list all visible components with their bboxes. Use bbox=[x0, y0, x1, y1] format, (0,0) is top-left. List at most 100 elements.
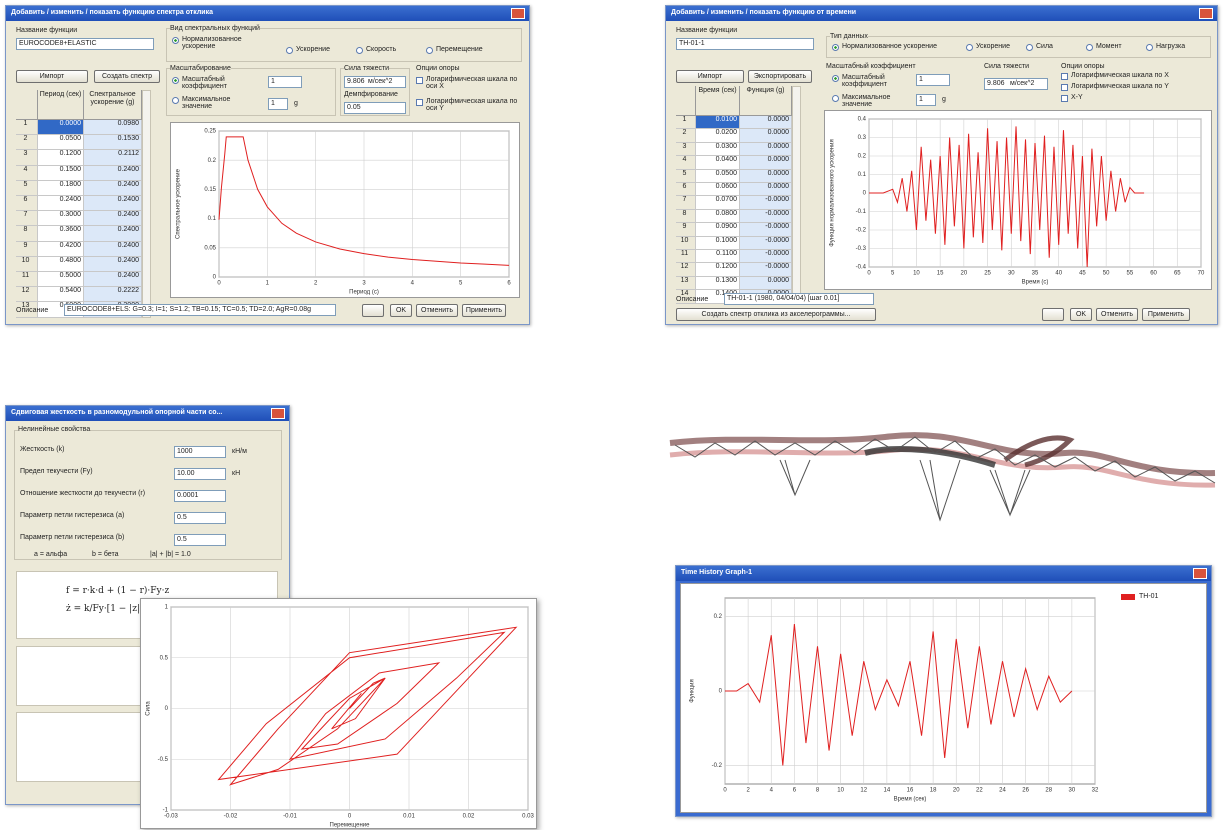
x-tick-label: 45 bbox=[1079, 271, 1086, 277]
text-input[interactable]: TH-01-1 bbox=[676, 38, 814, 50]
text-input[interactable]: 10.00 bbox=[174, 468, 226, 480]
button[interactable]: Импорт bbox=[676, 70, 744, 83]
text-input[interactable]: EUROCODE8+ELASTIC bbox=[16, 38, 154, 50]
table-cell: 0.0000 bbox=[740, 277, 792, 290]
close-button[interactable] bbox=[511, 8, 525, 19]
x-tick-label: 0.01 bbox=[403, 814, 415, 820]
checkbox[interactable] bbox=[1061, 84, 1068, 91]
radio-button[interactable] bbox=[286, 47, 293, 54]
text-input[interactable]: 0.5 bbox=[174, 534, 226, 546]
radio-button[interactable] bbox=[832, 44, 839, 51]
button[interactable]: Отменить bbox=[416, 304, 458, 317]
x-tick-label: 10 bbox=[913, 271, 920, 277]
button[interactable]: Применить bbox=[462, 304, 506, 317]
field-label: Предел текучести (Fy) bbox=[20, 468, 165, 475]
table-cell: 0.2400 bbox=[84, 257, 142, 272]
button[interactable]: Создать спектр bbox=[94, 70, 160, 83]
dialog: Добавить / изменить / показать функцию с… bbox=[5, 5, 530, 325]
table-cell: 0.1300 bbox=[696, 277, 740, 290]
text-input[interactable]: 0.5 bbox=[174, 512, 226, 524]
radio-button[interactable] bbox=[832, 95, 839, 102]
bridge-model bbox=[665, 415, 1220, 535]
close-button[interactable] bbox=[1199, 8, 1213, 19]
radio-button[interactable] bbox=[172, 97, 179, 104]
radio-button[interactable] bbox=[172, 37, 179, 44]
table-header-cell bbox=[16, 90, 38, 120]
button[interactable]: OK bbox=[1070, 308, 1092, 321]
text-input[interactable]: 1 bbox=[268, 76, 302, 88]
table-cell: 0.3000 bbox=[38, 211, 84, 226]
text-input[interactable]: 0.05 bbox=[344, 102, 406, 114]
x-tick-label: 0 bbox=[723, 788, 727, 794]
table-header: Спектральное ускорение (g) bbox=[84, 90, 142, 120]
button[interactable] bbox=[1042, 308, 1064, 321]
x-tick-label: -0.03 bbox=[164, 814, 178, 820]
x-tick-label: 6 bbox=[793, 788, 797, 794]
radio-button[interactable] bbox=[1146, 44, 1153, 51]
text-input[interactable]: 1000 bbox=[174, 446, 226, 458]
row-number: 12 bbox=[16, 287, 38, 302]
legend-text: |a| + |b| = 1.0 bbox=[150, 551, 191, 558]
checkbox[interactable] bbox=[416, 77, 423, 84]
radio-label: Нормализованное ускорение bbox=[182, 36, 262, 50]
x-tick-label: 55 bbox=[1127, 271, 1134, 277]
row-number: 1 bbox=[16, 120, 38, 135]
radio-button[interactable] bbox=[426, 47, 433, 54]
radio-button[interactable] bbox=[1086, 44, 1093, 51]
field-label: Описание bbox=[676, 296, 708, 303]
x-tick-label: 20 bbox=[953, 788, 960, 794]
radio-button[interactable] bbox=[356, 47, 363, 54]
text-input[interactable]: 1 bbox=[916, 94, 936, 106]
checkbox[interactable] bbox=[1061, 95, 1068, 102]
title-bar: Сдвиговая жесткость в разномодульной опо… bbox=[6, 406, 289, 421]
text-input[interactable]: TH-01-1 (1980, 04/04/04) [шаг 0.01] bbox=[724, 293, 874, 305]
radio-button[interactable] bbox=[1026, 44, 1033, 51]
table-cell: 0.3600 bbox=[38, 226, 84, 241]
radio-button[interactable] bbox=[832, 75, 839, 82]
checkbox-label: Логарифмическая шкала по X bbox=[1071, 72, 1169, 79]
table-cell: -0.0000 bbox=[740, 237, 792, 250]
group-label: Опции опоры bbox=[1061, 63, 1105, 70]
table-cell: 0.2400 bbox=[84, 272, 142, 287]
y-axis-label: Сила bbox=[146, 701, 152, 716]
text-input[interactable]: 0.0001 bbox=[174, 490, 226, 502]
radio-button[interactable] bbox=[172, 77, 179, 84]
button[interactable] bbox=[362, 304, 384, 317]
table-cell: 0.1000 bbox=[696, 237, 740, 250]
checkbox[interactable] bbox=[416, 99, 423, 106]
y-tick-label: 0.4 bbox=[858, 117, 867, 123]
row-number: 9 bbox=[676, 223, 696, 236]
table-cell: 0.1500 bbox=[38, 166, 84, 181]
y-tick-label: 0.2 bbox=[714, 614, 723, 620]
x-tick-label: 30 bbox=[1008, 271, 1015, 277]
radio-label: Сила bbox=[1036, 43, 1053, 50]
row-number: 10 bbox=[676, 237, 696, 250]
y-tick-label: -0.3 bbox=[856, 246, 867, 252]
radio-label: Масштабный коэффициент bbox=[842, 74, 922, 88]
group-label: Масштабирование bbox=[170, 65, 231, 72]
x-tick-label: 50 bbox=[1103, 271, 1110, 277]
button[interactable]: Импорт bbox=[16, 70, 88, 83]
button[interactable]: Создать спектр отклика из акселерограммы… bbox=[676, 308, 876, 321]
unit-label: кН/м bbox=[232, 448, 247, 455]
radio-label: Максимальное значение bbox=[182, 96, 262, 110]
button[interactable]: Отменить bbox=[1096, 308, 1138, 321]
text-input[interactable]: EUROCODE8+ELS: G=0.3; I=1; S=1.2; TB=0.1… bbox=[64, 304, 336, 316]
table-cell: 0.2400 bbox=[84, 211, 142, 226]
text-input[interactable]: 1 bbox=[268, 98, 288, 110]
close-button[interactable] bbox=[1193, 568, 1207, 579]
button[interactable]: Применить bbox=[1142, 308, 1190, 321]
table-cell: 0.0000 bbox=[740, 129, 792, 142]
radio-label: Скорость bbox=[366, 46, 396, 53]
checkbox[interactable] bbox=[1061, 73, 1068, 80]
radio-button[interactable] bbox=[966, 44, 973, 51]
button[interactable]: OK bbox=[390, 304, 412, 317]
close-button[interactable] bbox=[271, 408, 285, 419]
text-input[interactable]: 1 bbox=[916, 74, 950, 86]
button[interactable]: Экспортировать bbox=[748, 70, 812, 83]
x-tick-label: -0.01 bbox=[283, 814, 297, 820]
table-cell: 0.0500 bbox=[696, 170, 740, 183]
table-cell: 0.4800 bbox=[38, 257, 84, 272]
